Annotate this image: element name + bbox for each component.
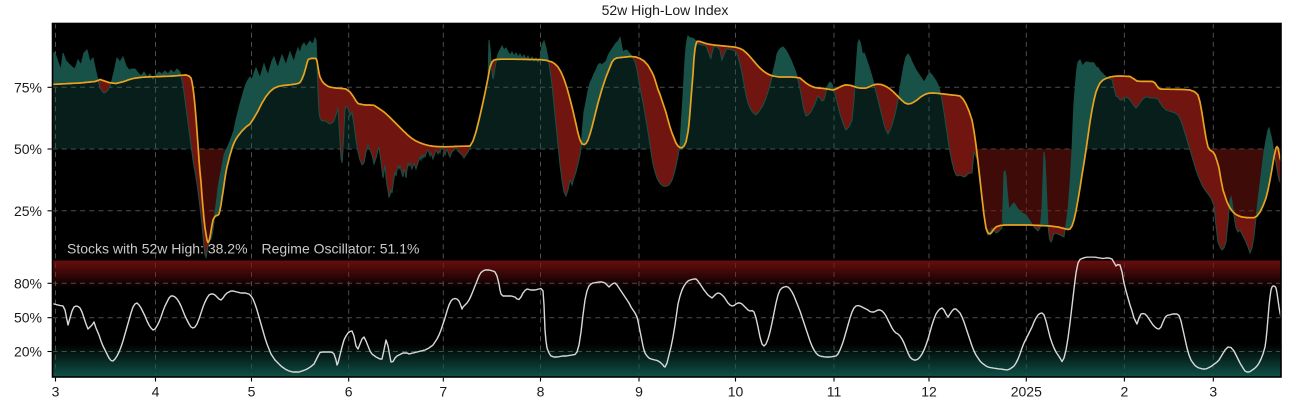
svg-text:10: 10 xyxy=(728,384,744,400)
svg-text:80%: 80% xyxy=(14,275,42,291)
svg-text:12: 12 xyxy=(921,384,937,400)
svg-text:7: 7 xyxy=(439,384,447,400)
svg-text:75%: 75% xyxy=(14,79,42,95)
svg-text:8: 8 xyxy=(537,384,545,400)
svg-text:5: 5 xyxy=(248,384,256,400)
svg-text:9: 9 xyxy=(635,384,643,400)
svg-text:2025: 2025 xyxy=(1011,384,1042,400)
svg-text:2: 2 xyxy=(1121,384,1129,400)
svg-text:20%: 20% xyxy=(14,344,42,360)
svg-text:25%: 25% xyxy=(14,203,42,219)
svg-text:11: 11 xyxy=(827,384,842,400)
svg-text:6: 6 xyxy=(345,384,353,400)
svg-text:50%: 50% xyxy=(14,141,42,157)
svg-text:3: 3 xyxy=(1209,384,1217,400)
svg-text:4: 4 xyxy=(152,384,160,400)
svg-text:52w High-Low Index: 52w High-Low Index xyxy=(602,2,729,18)
svg-text:Stocks with 52w High: 38.2%: Stocks with 52w High: 38.2% xyxy=(67,241,248,257)
svg-text:Regime Oscillator: 51.1%: Regime Oscillator: 51.1% xyxy=(262,241,420,257)
svg-text:3: 3 xyxy=(52,384,60,400)
svg-text:50%: 50% xyxy=(14,310,42,326)
